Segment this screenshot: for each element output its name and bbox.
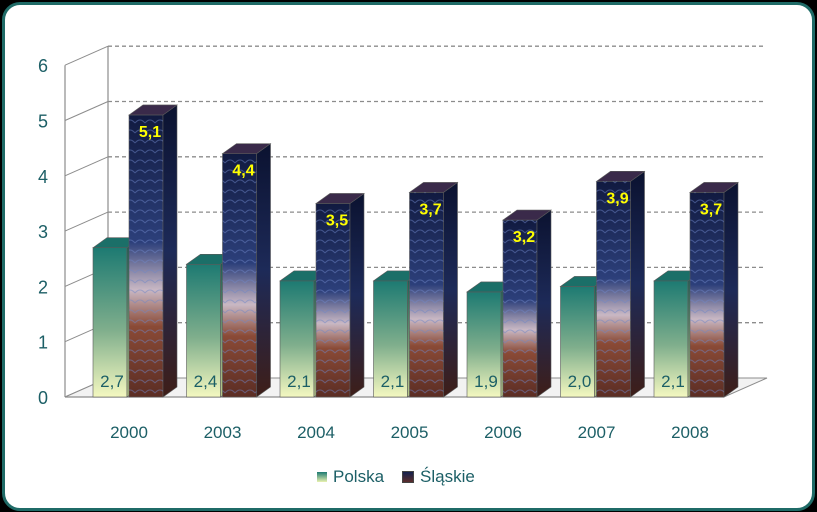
data-label-polska: 2,7 (100, 372, 124, 391)
bar-slaskie-texture (316, 203, 350, 397)
bar-slaskie (128, 104, 178, 398)
data-label-slaskie: 3,7 (700, 201, 722, 218)
bar-slaskie (315, 192, 365, 398)
y-tick-label: 3 (38, 222, 48, 242)
bar-polska-front (92, 247, 128, 398)
x-tick-label: 2000 (110, 423, 148, 442)
bar-slaskie-side (256, 143, 271, 398)
data-label-slaskie: 5,1 (139, 124, 161, 141)
data-label-slaskie: 3,5 (326, 212, 348, 229)
bar-polska-front (373, 280, 408, 398)
bar-polska-front (560, 286, 595, 398)
x-tick-label: 2006 (484, 423, 522, 442)
labels-layer: 2,7 5,1 2000 2,4 4,4 2003 2,1 3,5 2004 2,1 3,7 2005… (100, 124, 722, 442)
legend-label-polska: Polska (333, 467, 385, 486)
data-label-slaskie: 3,9 (606, 190, 628, 207)
bar-slaskie (595, 170, 646, 398)
wall-tick-line (64, 211, 109, 232)
y-tick-label: 0 (38, 388, 48, 408)
bar-slaskie-side (536, 209, 552, 398)
data-label-polska: 2,1 (287, 372, 311, 391)
bar-slaskie-side (723, 181, 739, 398)
bar-slaskie (408, 181, 459, 398)
data-label-polska: 1,9 (474, 372, 498, 391)
x-tick-label: 2007 (578, 423, 616, 442)
bar-slaskie-side (349, 192, 365, 398)
legend-item-slaskie: Śląskie (402, 467, 475, 487)
bar-polska-front (466, 291, 502, 398)
bar-slaskie-texture (596, 181, 631, 397)
legend-item-polska: Polska (317, 467, 384, 487)
legend-swatch-slaskie (402, 471, 415, 483)
wall-tick-line (64, 156, 109, 177)
y-tick-label: 6 (38, 56, 48, 76)
data-label-polska: 2,1 (381, 372, 405, 391)
x-tick-label: 2005 (391, 423, 429, 442)
data-label-slaskie: 3,7 (419, 201, 441, 218)
bar-slaskie (689, 181, 739, 398)
bar-slaskie-texture (129, 114, 163, 397)
bar-slaskie-texture (222, 153, 257, 397)
bar-slaskie-side (443, 181, 458, 398)
x-tick-label: 2003 (204, 423, 242, 442)
bar-polska-front (186, 263, 221, 398)
y-tick-label: 1 (38, 333, 48, 353)
y-tick-label: 4 (38, 167, 48, 187)
data-label-slaskie: 3,2 (513, 229, 535, 246)
wall-tick-line (64, 45, 109, 66)
bar-slaskie-texture (409, 192, 444, 397)
x-tick-label: 2004 (297, 423, 335, 442)
wall-tick-line (64, 101, 109, 121)
x-tick-label: 2008 (671, 423, 709, 442)
bar-slaskie-texture (690, 192, 724, 397)
legend: Polska Śląskie (317, 467, 475, 487)
legend-swatch-polska (317, 472, 327, 482)
data-label-polska: 2,1 (661, 372, 685, 391)
y-tick-label: 5 (38, 112, 48, 132)
bar-slaskie-texture (503, 220, 537, 397)
bar-slaskie (502, 209, 552, 398)
bar-slaskie-side (630, 170, 645, 398)
data-label-slaskie: 4,4 (232, 163, 254, 180)
bar-polska (653, 270, 703, 398)
data-label-polska: 2,0 (568, 372, 592, 391)
bar-slaskie (221, 143, 272, 398)
legend-label-slaskie: Śląskie (420, 467, 475, 486)
bars-layer (92, 104, 739, 398)
y-tick-label: 2 (38, 277, 48, 297)
data-label-polska: 2,4 (194, 372, 218, 391)
bar-slaskie-side (162, 104, 178, 398)
bar-polska-front (279, 280, 315, 398)
